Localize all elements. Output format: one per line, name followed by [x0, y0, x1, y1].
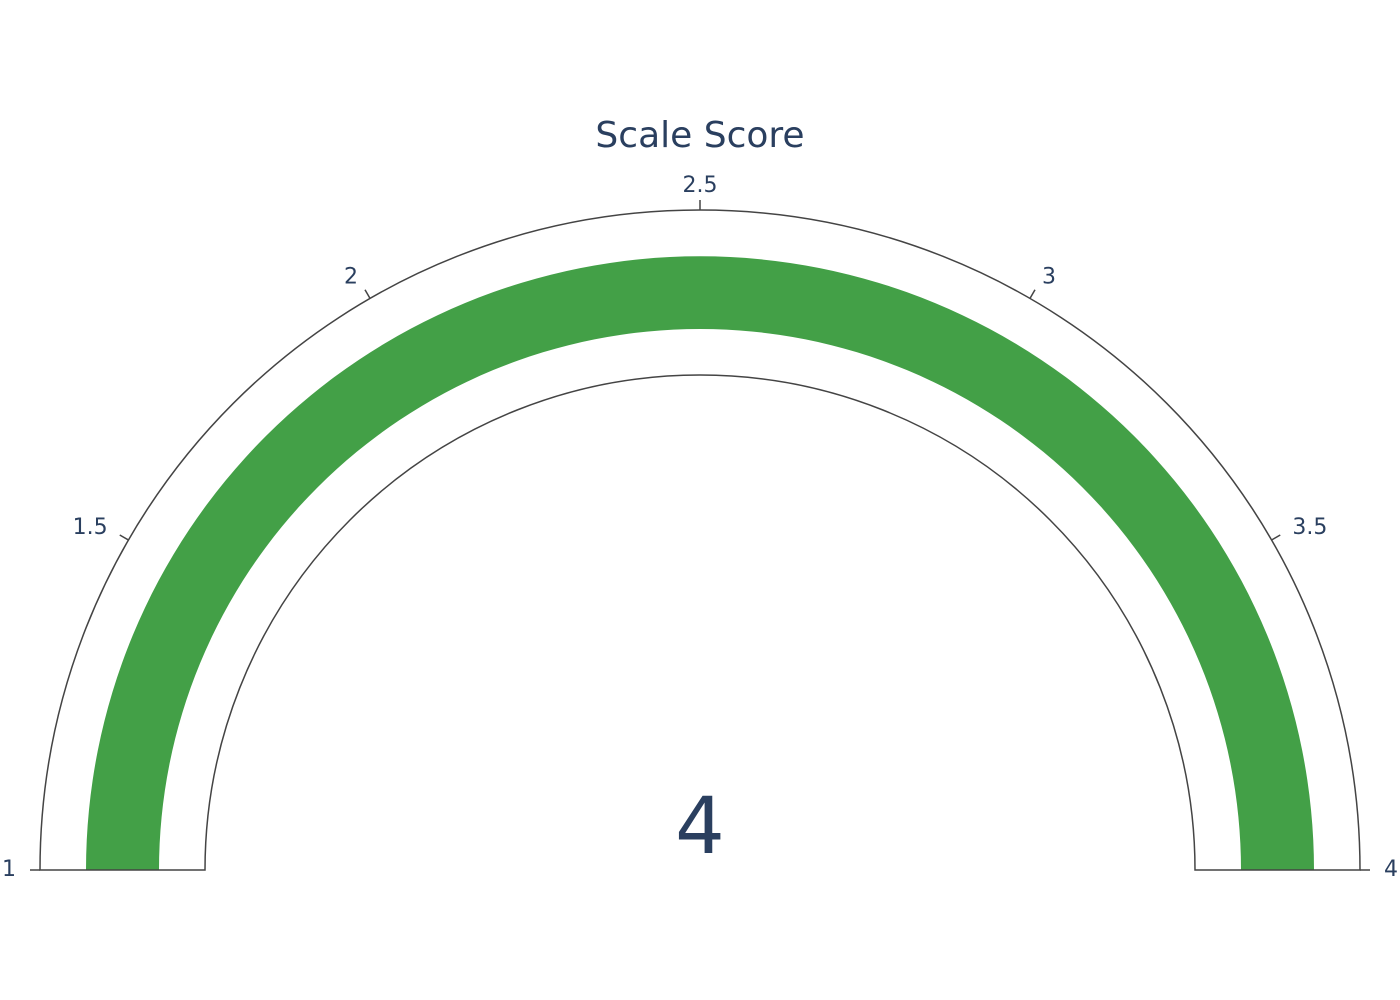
gauge-tick-label: 2 [344, 265, 358, 290]
gauge-tick-label: 1 [2, 857, 16, 882]
gauge-tick-label: 4 [1384, 857, 1398, 882]
gauge-tick-mark [1029, 289, 1036, 299]
gauge-value-bar [86, 256, 1314, 870]
gauge-tick-mark [364, 289, 371, 299]
gauge-tick-label: 2.5 [683, 173, 718, 198]
gauge-outline [39, 209, 1361, 871]
gauge-tick-mark [1271, 534, 1281, 541]
gauge-tick-label: 3 [1042, 265, 1056, 290]
gauge-title: Scale Score [595, 115, 804, 156]
gauge-tick-group: 1 1.5 2 2.5 3 3.5 4 [2, 173, 1398, 882]
gauge-tick-label: 3.5 [1292, 515, 1327, 540]
gauge-tick-mark [119, 534, 129, 541]
gauge-tick-label: 1.5 [73, 515, 108, 540]
gauge-value-number: 4 [675, 782, 725, 872]
